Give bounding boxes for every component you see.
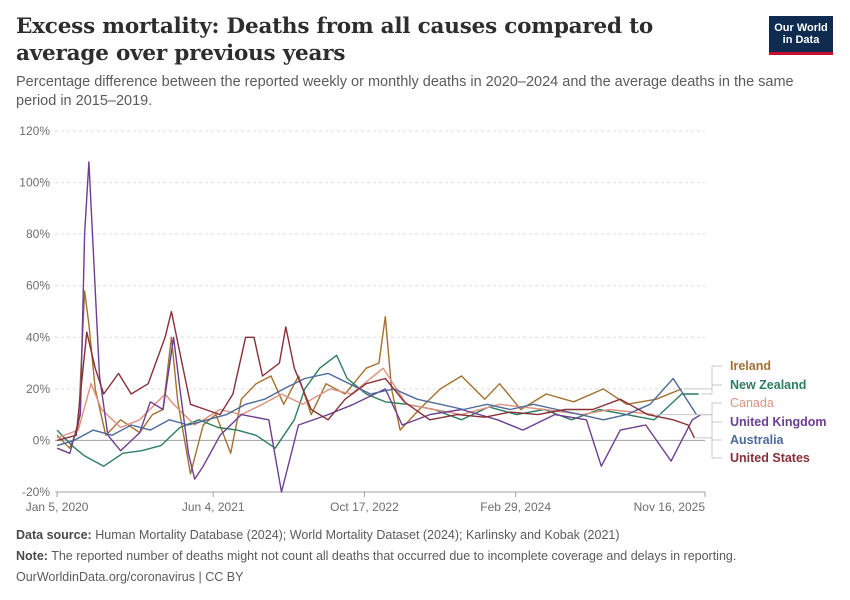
x-tick-label: Oct 17, 2022	[330, 500, 399, 514]
footer-source: Data source: Human Mortality Database (2…	[16, 528, 620, 542]
legend-connector	[696, 437, 722, 459]
series-line-ireland[interactable]	[56, 290, 682, 475]
legend-connector	[698, 414, 722, 441]
gridlines	[55, 130, 705, 493]
y-axis: -20% 0% 20% 40% 60% 80% 100% 120%	[19, 124, 50, 499]
x-tick-label: Jun 4, 2021	[182, 500, 245, 514]
legend-label-canada[interactable]: Canada	[730, 396, 774, 410]
legend-label-australia[interactable]: Australia	[730, 433, 785, 447]
x-tick-label: Feb 29, 2024	[480, 500, 551, 514]
y-tick-label: 80%	[26, 227, 50, 241]
legend: Ireland New Zealand Canada United Kingdom Au…	[656, 359, 827, 465]
source-text: Human Mortality Database (2024); World M…	[95, 528, 620, 542]
y-tick-label: 40%	[26, 330, 50, 344]
note-label: Note:	[16, 549, 48, 563]
y-tick-label: 0%	[33, 433, 51, 447]
y-tick-label: 100%	[19, 176, 50, 190]
legend-label-new-zealand[interactable]: New Zealand	[730, 378, 806, 392]
footer-note: Note: The reported number of deaths migh…	[16, 549, 736, 563]
legend-label-united-kingdom[interactable]: United Kingdom	[730, 415, 827, 429]
chart-title: Excess mortality: Deaths from all causes…	[16, 14, 654, 66]
series-lines	[56, 161, 702, 493]
series-line-united-kingdom[interactable]	[56, 161, 702, 493]
source-label: Data source:	[16, 528, 92, 542]
legend-connector	[700, 384, 722, 395]
series-line-australia[interactable]	[56, 372, 698, 447]
footer-credit[interactable]: OurWorldinData.org/coronavirus | CC BY	[16, 570, 244, 584]
x-tick-label: Jan 5, 2020	[26, 500, 89, 514]
legend-label-united-states[interactable]: United States	[730, 451, 810, 465]
y-tick-label: 120%	[19, 124, 50, 138]
legend-label-ireland[interactable]: Ireland	[730, 359, 771, 373]
owid-logo[interactable]: Our World in Data	[769, 16, 833, 55]
legend-connector	[656, 402, 722, 416]
logo-line-1: Our World	[774, 22, 828, 34]
y-tick-label: 20%	[26, 382, 50, 396]
series-line-united-states[interactable]	[56, 310, 696, 442]
x-tick-label: Nov 16, 2025	[634, 500, 706, 514]
legend-connector	[683, 365, 722, 390]
chart-subtitle: Percentage difference between the report…	[16, 74, 794, 109]
logo-line-2: in Data	[782, 34, 820, 46]
series-line-new-zealand[interactable]	[56, 354, 699, 467]
note-text: The reported number of deaths might not …	[51, 549, 737, 563]
y-tick-label: 60%	[26, 279, 50, 293]
series-line-canada[interactable]	[56, 367, 655, 439]
x-axis: Jan 5, 2020 Jun 4, 2021 Oct 17, 2022 Feb 29…	[26, 491, 706, 514]
y-tick-label: -20%	[22, 485, 50, 499]
